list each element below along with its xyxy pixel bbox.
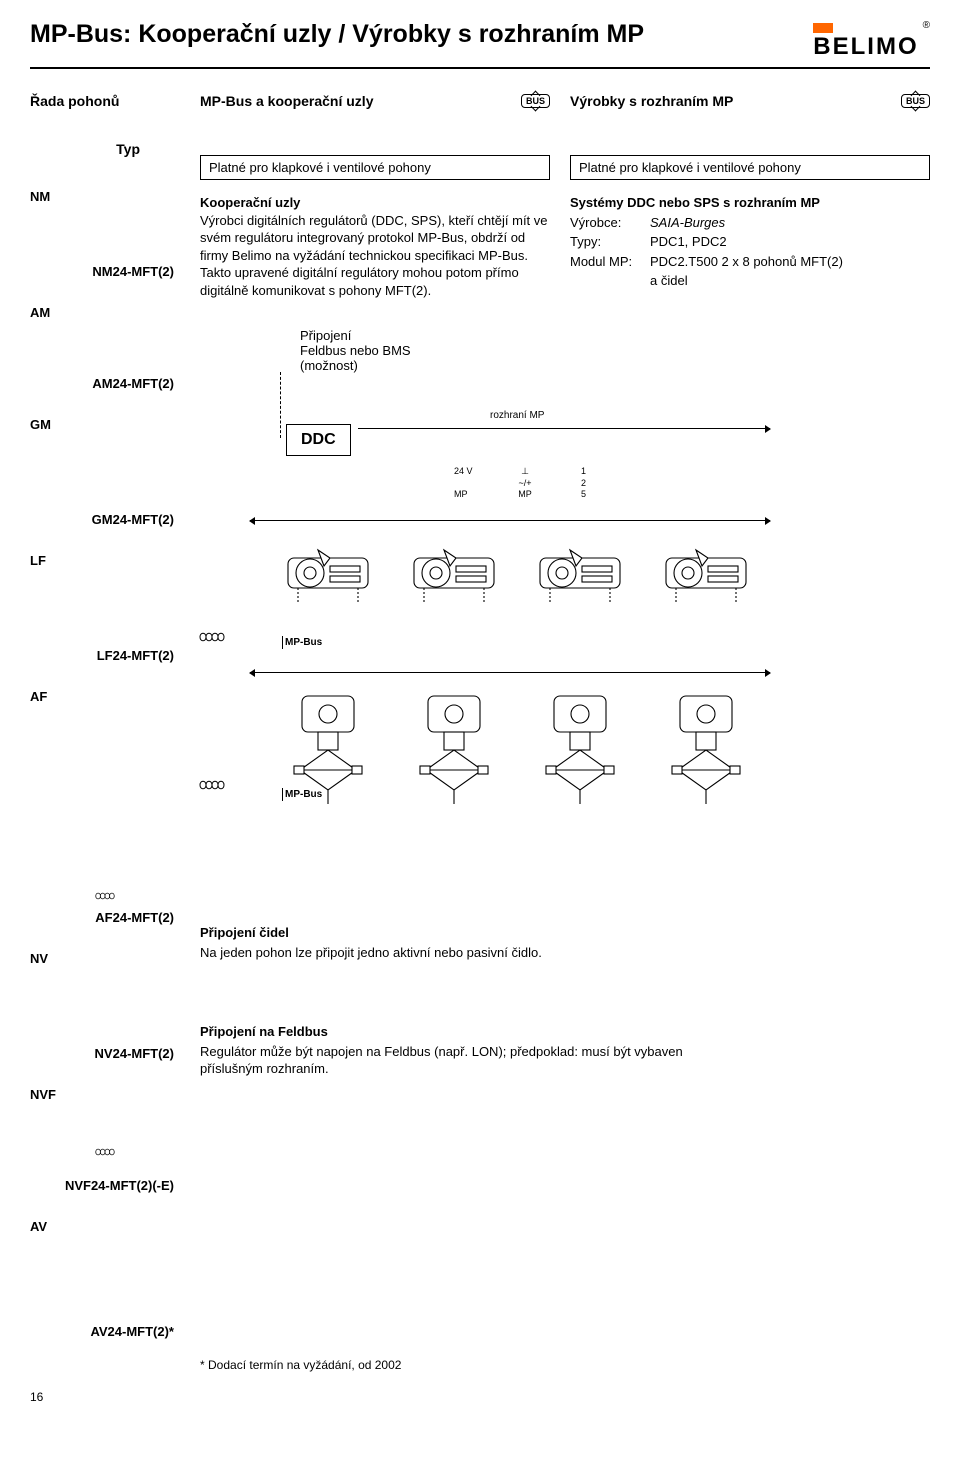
type-code-am: AM (30, 305, 180, 320)
coil-icon (198, 772, 226, 798)
bus-line-upper (250, 520, 770, 521)
registered-icon: ® (923, 20, 930, 31)
bus-icon: BUS (521, 94, 550, 108)
kv-v3: PDC2.T500 2 x 8 pohonů MFT(2) (650, 253, 930, 271)
mpbus-tag-1: MP-Bus (282, 636, 324, 649)
left-heading: Řada pohonů (30, 93, 180, 109)
valve-actuator-icon (280, 690, 376, 810)
left-column-2: AM24-MFT(2) GM GM24-MFT(2) LF LF24-MFT(2… (30, 320, 190, 878)
para-cidel-body: Na jeden pohon lze připojit jedno aktivn… (200, 945, 542, 960)
actuator-icon (280, 538, 376, 604)
right-column: Výrobky s rozhraním MP BUS Platné pro kl… (560, 93, 930, 320)
type-sub-lf24: LF24-MFT(2) (30, 648, 180, 663)
type-code-gm: GM (30, 417, 180, 432)
left-column-3: AF24-MFT(2) NV NV24-MFT(2) NVF NVF24-MFT… (30, 886, 190, 1372)
brand-logo: BELIMO ® (813, 20, 930, 61)
coil-icon (91, 1142, 119, 1162)
valve-actuator-icon (532, 690, 628, 810)
content-grid-top: Řada pohonů Typ NM NM24-MFT(2) AM MP-Bus… (30, 93, 930, 320)
type-sub-nv24: NV24-MFT(2) (30, 1046, 180, 1061)
mid-para-title: Kooperační uzly (200, 195, 300, 210)
type-code-nm: NM (30, 189, 180, 204)
para-feldbus-body: Regulátor může být napojen na Feldbus (n… (200, 1044, 683, 1077)
valve-actuator-icon (406, 690, 502, 810)
left-column: Řada pohonů Typ NM NM24-MFT(2) AM (30, 93, 190, 320)
rozhrani-label: rozhraní MP (490, 410, 544, 421)
kv-v3b: a čidel (650, 272, 930, 290)
kv-k1: Výrobce: (570, 214, 650, 232)
actuator-row-lower (280, 690, 754, 810)
content-grid-diagram: AM24-MFT(2) GM GM24-MFT(2) LF LF24-MFT(2… (30, 320, 930, 878)
para-cidel: Připojení čidel Na jeden pohon lze připo… (200, 924, 740, 961)
right-kv: Výrobce: SAIA-Burges Typy: PDC1, PDC2 Mo… (570, 214, 930, 290)
para-feldbus: Připojení na Feldbus Regulátor může být … (200, 1023, 740, 1078)
right-para-line1: Systémy DDC nebo SPS s rozhraním MP (570, 195, 820, 210)
type-code-af: AF (30, 689, 180, 704)
connection-label: Připojení Feldbus nebo BMS (možnost) (300, 328, 411, 373)
kv-v1: SAIA-Burges (650, 214, 930, 232)
diagram: Připojení Feldbus nebo BMS (možnost) DDC… (190, 328, 930, 878)
mid-box: Platné pro klapkové i ventilové pohony (200, 155, 550, 180)
feldbus-dashed-line (280, 372, 281, 438)
actuator-row-upper (280, 538, 754, 604)
coil-icon (91, 886, 119, 906)
page-title: MP-Bus: Kooperační uzly / Výrobky s rozh… (30, 20, 644, 49)
type-sub-af24: AF24-MFT(2) (30, 910, 180, 925)
page-header: MP-Bus: Kooperační uzly / Výrobky s rozh… (30, 20, 930, 69)
type-sub-av24: AV24-MFT(2)* (30, 1324, 180, 1339)
coil-icon (198, 624, 226, 650)
mid-column: MP-Bus a kooperační uzly BUS Platné pro … (190, 93, 560, 320)
actuator-icon (658, 538, 754, 604)
page-number: 16 (30, 1390, 930, 1404)
type-code-nv: NV (30, 951, 180, 966)
mid-heading: MP-Bus a kooperační uzly (200, 93, 373, 109)
ddc-box: DDC (286, 424, 351, 456)
kv-v2: PDC1, PDC2 (650, 233, 930, 251)
kv-k2: Typy: (570, 233, 650, 251)
right-box: Platné pro klapkové i ventilové pohony (570, 155, 930, 180)
bus-line-lower (250, 672, 770, 673)
actuator-icon (532, 538, 628, 604)
type-code-nvf: NVF (30, 1087, 180, 1102)
mid-para: Kooperační uzly Výrobci digitálních regu… (200, 194, 550, 299)
brand-name: BELIMO (813, 33, 918, 61)
mid-para-body: Výrobci digitálních regulátorů (DDC, SPS… (200, 213, 548, 298)
actuator-icon (406, 538, 502, 604)
brand-accent-bar (813, 23, 833, 33)
type-sub-nm24: NM24-MFT(2) (30, 264, 180, 279)
type-sub-gm24: GM24-MFT(2) (30, 512, 180, 527)
type-code-av: AV (30, 1219, 180, 1234)
right-heading: Výrobky s rozhraním MP (570, 93, 733, 109)
bus-icon: BUS (901, 94, 930, 108)
content-grid-bottom: AF24-MFT(2) NV NV24-MFT(2) NVF NVF24-MFT… (30, 886, 930, 1372)
para-feldbus-title: Připojení na Feldbus (200, 1023, 740, 1041)
type-sub-nvf24: NVF24-MFT(2)(-E) (30, 1178, 180, 1193)
pin-box: 24 V⊥1 ~/+2 MPMP5 (450, 466, 590, 501)
para-cidel-title: Připojení čidel (200, 924, 740, 942)
bottom-text-column: Připojení čidel Na jeden pohon lze připo… (190, 886, 750, 1372)
mp-line-top (358, 428, 770, 429)
kv-k3: Modul MP: (570, 253, 650, 271)
type-sub-am24: AM24-MFT(2) (30, 376, 180, 391)
valve-actuator-icon (658, 690, 754, 810)
right-para: Systémy DDC nebo SPS s rozhraním MP Výro… (570, 194, 930, 290)
left-subheading: Typ (30, 141, 180, 157)
footnote: * Dodací termín na vyžádání, od 2002 (200, 1358, 740, 1372)
type-code-lf: LF (30, 553, 180, 568)
